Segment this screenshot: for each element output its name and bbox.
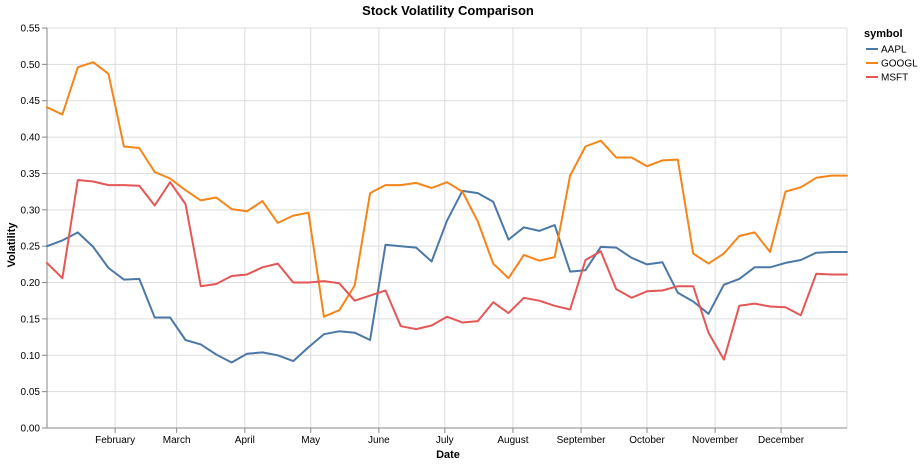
legend-label-googl: GOOGL	[881, 59, 918, 70]
series-lines	[46, 61, 848, 364]
y-tick-label: 0.25	[21, 242, 41, 253]
x-tick-label: February	[95, 435, 135, 446]
axes: 0.00 0.05 0.10 0.15 0.20 0.25 0.30 0.35 0.40 0.45…	[21, 24, 847, 446]
x-tick-label: October	[629, 435, 665, 446]
y-axis-title: Volatility	[6, 222, 18, 268]
series-line-msft	[46, 179, 848, 361]
y-tick-label: 0.30	[21, 205, 41, 216]
x-tick-label: April	[235, 435, 255, 446]
y-tick-label: 0.50	[21, 60, 41, 71]
y-tick-label: 0.20	[21, 278, 41, 289]
x-tick-label: August	[497, 435, 528, 446]
x-tick-label: May	[301, 435, 320, 446]
legend: symbol AAPL GOOGL MSFT	[864, 28, 918, 84]
series-line-aapl	[46, 189, 848, 364]
chart-title: Stock Volatility Comparison	[362, 3, 534, 18]
y-tick-label: 0.00	[21, 424, 41, 435]
x-axis-title: Date	[436, 449, 460, 461]
series-line-googl	[46, 61, 848, 318]
x-tick-label: December	[758, 435, 805, 446]
legend-label-aapl: AAPL	[881, 45, 907, 56]
x-tick-label: July	[436, 435, 454, 446]
grid	[46, 27, 848, 429]
x-tick-label: November	[692, 435, 739, 446]
x-tick-label: September	[557, 435, 607, 446]
y-tick-label: 0.40	[21, 133, 41, 144]
legend-title: symbol	[864, 28, 903, 40]
y-tick-label: 0.55	[21, 24, 41, 35]
y-tick-label: 0.15	[21, 314, 41, 325]
y-tick-label: 0.35	[21, 169, 41, 180]
x-tick-label: March	[163, 435, 191, 446]
legend-label-msft: MSFT	[881, 73, 908, 84]
y-tick-label: 0.45	[21, 96, 41, 107]
y-tick-label: 0.10	[21, 351, 41, 362]
x-tick-label: June	[368, 435, 390, 446]
y-tick-label: 0.05	[21, 387, 41, 398]
